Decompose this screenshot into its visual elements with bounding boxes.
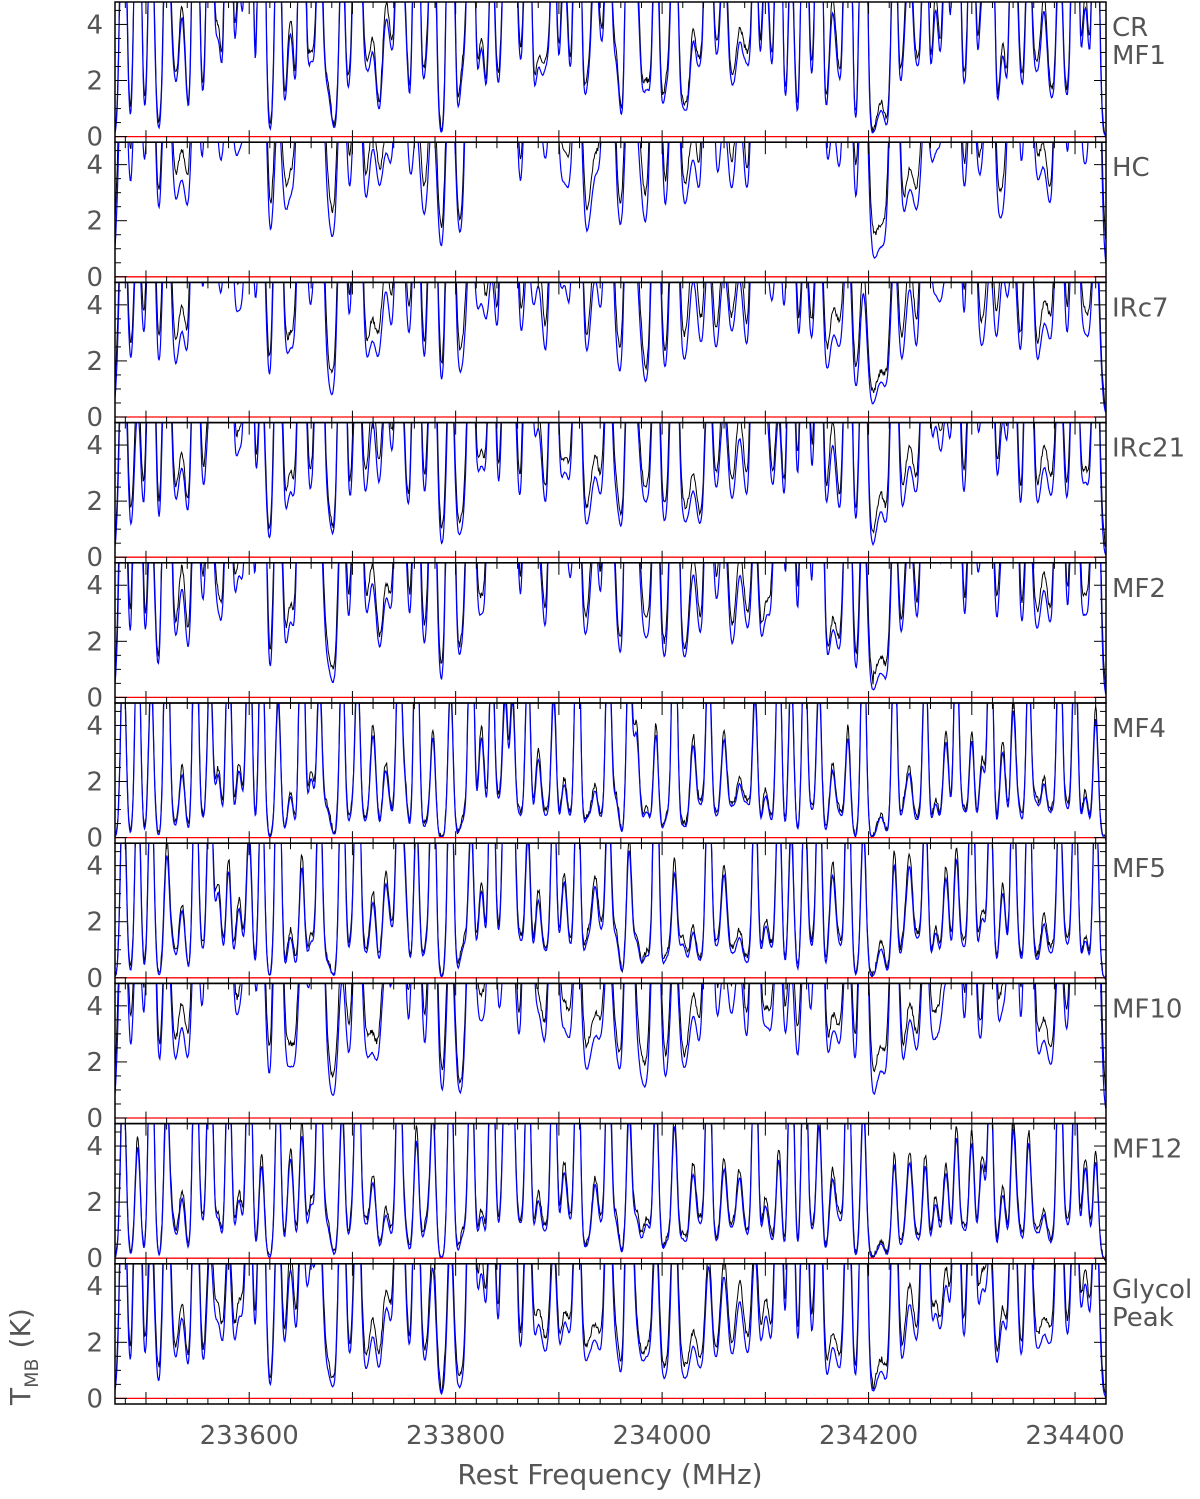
x-tick-label: 233600: [200, 1421, 299, 1451]
y-axis-label-unit: (K): [4, 1308, 37, 1348]
panel-label: IRc7: [1112, 293, 1169, 323]
panel-label: Peak: [1112, 1303, 1174, 1333]
x-tick-label: 234000: [612, 1421, 711, 1451]
y-axis-label-main: T: [4, 1387, 37, 1406]
y-tick-label: 2: [86, 67, 103, 97]
y-tick-label: 4: [86, 852, 103, 882]
panel-6: 0 2 4 MF5: [86, 842, 1166, 994]
model-spectrum: [115, 1123, 1106, 1259]
panel-frame: [114, 982, 1107, 1125]
y-tick-label: 2: [86, 1048, 103, 1078]
panel-2: 0 2 4 IRc7: [86, 281, 1169, 433]
y-tick-label: 0: [86, 123, 103, 153]
panel-frame: [114, 702, 1107, 844]
observed-spectrum: [115, 983, 1106, 1090]
x-axis-label: Rest Frequency (MHz): [457, 1458, 762, 1491]
observed-spectrum: [115, 562, 1106, 689]
panel-label: MF4: [1112, 714, 1166, 744]
panel-label: Glycol: [1112, 1275, 1192, 1305]
y-tick-label: 0: [86, 1104, 103, 1134]
svg-text:TMB(K): TMB (K): [4, 1308, 43, 1406]
observed-spectrum: [115, 282, 1106, 411]
observed-spectrum: [115, 2, 1106, 137]
x-tick-label: 234200: [819, 1421, 918, 1451]
observed-spectrum: [115, 142, 1106, 240]
y-tick-label: 4: [86, 571, 103, 601]
x-tick-label: 233800: [406, 1421, 505, 1451]
panel-label: MF2: [1112, 574, 1166, 604]
y-tick-label: 0: [86, 543, 103, 573]
model-spectrum: [115, 2, 1106, 137]
panel-frame: [114, 281, 1107, 424]
observed-spectrum: [115, 422, 1106, 548]
observed-spectrum: [115, 1123, 1106, 1262]
model-spectrum: [115, 1263, 1106, 1399]
y-tick-label: 0: [86, 263, 103, 293]
panel-1: 0 2 4 HC: [86, 141, 1150, 293]
model-spectrum: [115, 282, 1106, 413]
y-tick-label: 4: [86, 992, 103, 1022]
y-tick-label: 2: [86, 347, 103, 377]
y-tick-label: 0: [86, 1384, 103, 1414]
y-tick-label: 2: [86, 207, 103, 237]
observed-spectrum: [115, 703, 1106, 840]
panel-label: MF10: [1112, 994, 1182, 1024]
y-tick-label: 4: [86, 1132, 103, 1162]
y-tick-label: 4: [86, 151, 103, 181]
panel-frame: [114, 1263, 1107, 1405]
panel-5: 0 2 4 MF4: [86, 702, 1166, 854]
observed-spectrum: [115, 843, 1106, 981]
y-tick-label: 0: [86, 1244, 103, 1274]
y-tick-label: 2: [86, 768, 103, 798]
panel-label: MF1: [1112, 41, 1166, 71]
y-axis-label-subscript: MB: [21, 1358, 43, 1387]
model-spectrum: [115, 703, 1106, 839]
panel-7: 0 2 4 MF10: [86, 982, 1182, 1134]
y-tick-label: 0: [86, 964, 103, 994]
panel-4: 0 2 4 MF2: [86, 562, 1166, 713]
y-tick-label: 2: [86, 1328, 103, 1358]
panel-frame: [114, 421, 1107, 564]
y-tick-label: 4: [86, 1272, 103, 1302]
model-spectrum: [115, 562, 1106, 695]
model-spectrum: [115, 422, 1106, 556]
y-tick-label: 2: [86, 1188, 103, 1218]
observed-spectrum: [115, 1263, 1106, 1394]
y-tick-label: 4: [86, 10, 103, 40]
panel-frame: [114, 562, 1107, 704]
panel-8: 0 2 4 MF12: [86, 1122, 1182, 1274]
y-tick-label: 2: [86, 627, 103, 657]
panel-label: HC: [1112, 153, 1150, 183]
x-tick-label: 234400: [1025, 1421, 1124, 1451]
y-tick-label: 2: [86, 908, 103, 938]
panel-label: CR: [1112, 13, 1148, 43]
model-spectrum: [115, 142, 1106, 263]
y-tick-label: 2: [86, 487, 103, 517]
y-tick-label: 4: [86, 711, 103, 741]
y-tick-label: 0: [86, 403, 103, 433]
panel-3: 0 2 4 IRc21: [86, 421, 1185, 573]
y-tick-label: 0: [86, 683, 103, 713]
y-axis-label: TMB (K): [4, 1308, 43, 1406]
y-tick-label: 4: [86, 431, 103, 461]
panel-frame: [114, 141, 1107, 284]
panel-label: MF5: [1112, 854, 1166, 884]
model-spectrum: [115, 983, 1106, 1109]
panel-frame: [114, 1, 1107, 143]
y-tick-label: 0: [86, 824, 103, 854]
panel-label: MF12: [1112, 1135, 1182, 1165]
axis-layer: Rest Frequency (MHz) TMB (K): [4, 1308, 763, 1491]
model-spectrum: [115, 843, 1106, 979]
panel-label: IRc21: [1112, 434, 1185, 464]
y-tick-label: 4: [86, 291, 103, 321]
